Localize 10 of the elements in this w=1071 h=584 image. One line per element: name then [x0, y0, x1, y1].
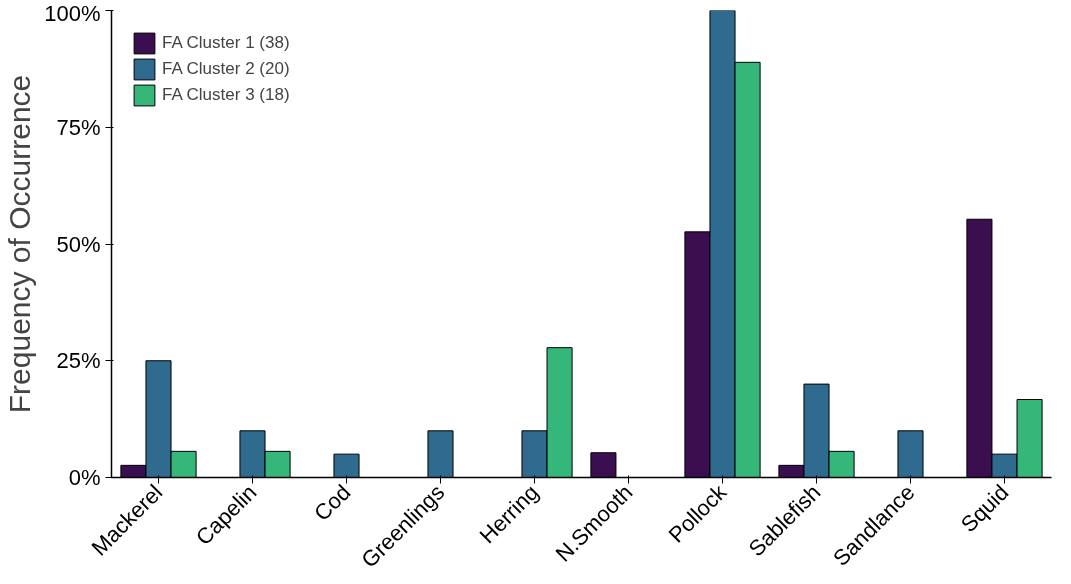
legend-label: FA Cluster 3 (18)	[162, 85, 290, 105]
y-tick-label: 0%	[68, 465, 101, 490]
legend-label: FA Cluster 2 (20)	[162, 59, 290, 79]
y-tick-label: 100%	[44, 0, 101, 26]
x-tick-label: Cod	[309, 479, 356, 526]
y-tick-label: 25%	[56, 348, 101, 374]
y-tick-label: 50%	[56, 231, 101, 257]
legend-label: FA Cluster 1 (38)	[162, 33, 290, 53]
y-axis-title: Frequency of Occurrence	[3, 74, 37, 414]
y-tick-label: 75%	[56, 114, 101, 140]
